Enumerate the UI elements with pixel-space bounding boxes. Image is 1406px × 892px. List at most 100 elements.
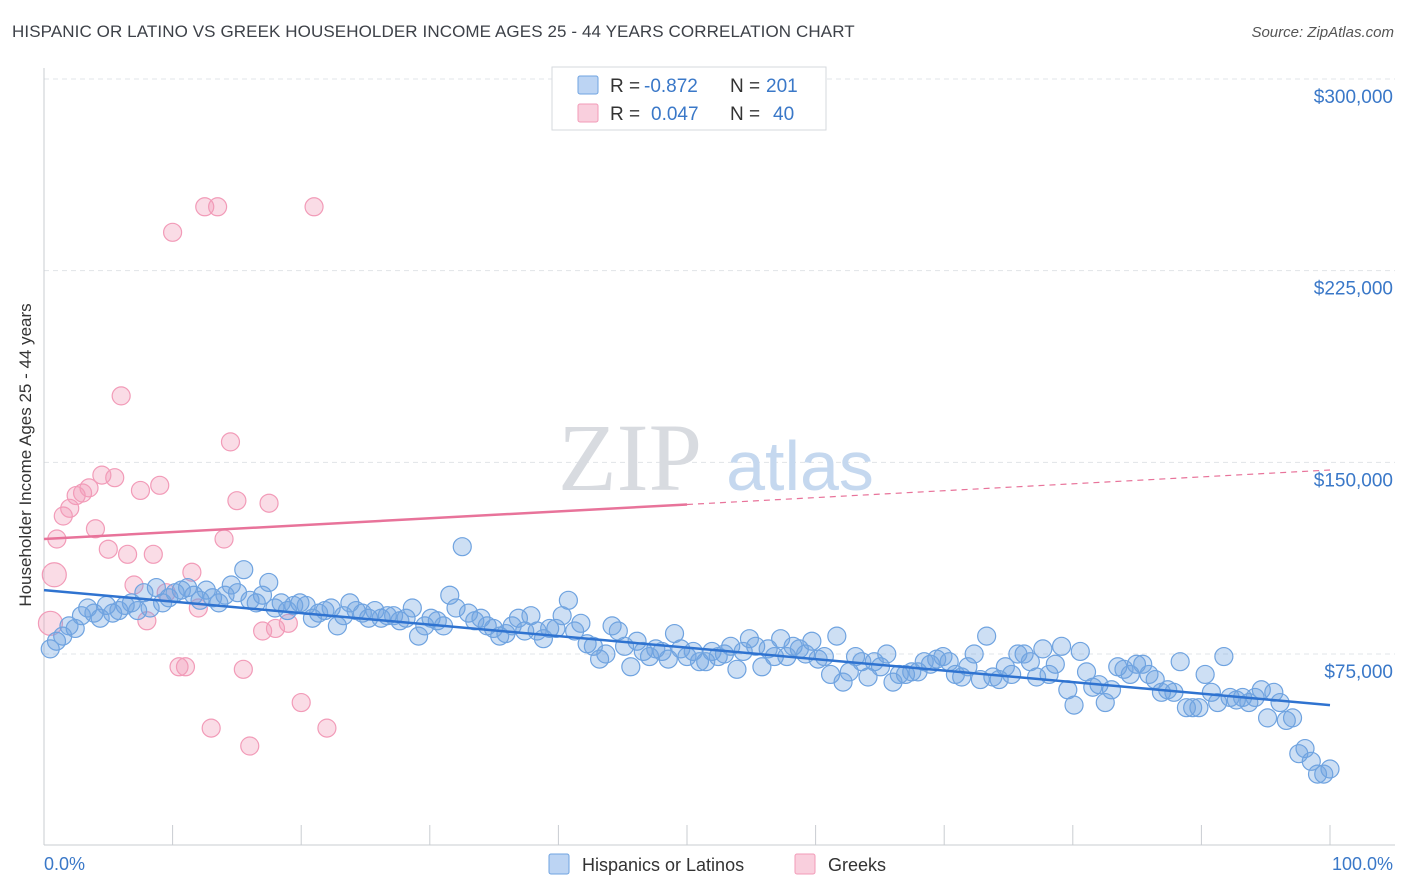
point-greeks [201, 718, 221, 738]
point-hispanics [265, 598, 285, 618]
point-hispanics [1183, 698, 1203, 718]
point-greeks [41, 562, 67, 588]
point-hispanics [602, 616, 622, 636]
point-hispanics [877, 644, 897, 664]
point-hispanics [558, 590, 578, 610]
trend-hispanics [43, 588, 1331, 707]
point-hispanics [1033, 639, 1053, 659]
point-hispanics [1270, 692, 1290, 713]
trend-greeks-solid [43, 503, 688, 541]
point-hispanics [1170, 652, 1190, 672]
stats-r-label-2: R = [610, 104, 640, 125]
stats-r-label-1: R = [610, 76, 640, 97]
point-hispanics [1201, 682, 1221, 702]
point-hispanics [1120, 664, 1140, 685]
point-hispanics [1002, 664, 1022, 685]
point-hispanics [1064, 695, 1084, 715]
point-greeks [53, 506, 73, 526]
point-hispanics [565, 621, 585, 641]
point-hispanics [639, 646, 660, 667]
point-hispanics [496, 623, 516, 644]
point-hispanics [833, 672, 853, 692]
point-hispanics [215, 585, 235, 605]
stats-swatch-greeks [577, 103, 599, 123]
point-hispanics [1208, 692, 1228, 713]
stats-n-value-2: 40 [773, 104, 794, 125]
chart-title: HISPANIC OR LATINO VS GREEK HOUSEHOLDER … [12, 22, 855, 41]
point-hispanics [452, 537, 472, 557]
point-hispanics [802, 631, 822, 651]
point-hispanics [540, 618, 560, 639]
watermark-atlas: atlas [726, 427, 874, 505]
point-hispanics [1195, 664, 1215, 685]
point-hispanics [402, 598, 422, 618]
point-greeks [208, 197, 228, 217]
point-greeks [240, 736, 260, 756]
point-hispanics [1070, 641, 1090, 662]
point-hispanics [571, 613, 591, 633]
point-hispanics [1133, 654, 1153, 674]
points-hispanics [40, 537, 1340, 784]
point-hispanics [46, 631, 67, 651]
point-hispanics [471, 608, 491, 628]
point-hispanics [234, 560, 254, 580]
point-hispanics [590, 649, 610, 669]
point-hispanics [814, 646, 834, 667]
point-hispanics [1282, 708, 1303, 728]
point-greeks [304, 197, 324, 217]
points-greeks [37, 197, 337, 756]
point-hispanics [1214, 646, 1234, 667]
axes [43, 68, 1395, 846]
point-greeks [317, 718, 337, 738]
point-hispanics [752, 657, 772, 677]
stats-swatch-hispanics [577, 75, 599, 95]
legend-swatch-greeks [794, 853, 816, 875]
point-greeks [105, 468, 125, 488]
y-tick-label: $150,000 [1314, 470, 1393, 491]
stats-n-label-1: N = [730, 76, 760, 97]
point-hispanics [977, 626, 997, 646]
point-greeks [214, 529, 234, 549]
point-hispanics [1114, 659, 1134, 679]
point-greeks [85, 519, 106, 539]
point-hispanics [1126, 654, 1147, 674]
point-hispanics [596, 644, 616, 664]
point-hispanics [727, 659, 747, 679]
point-hispanics [658, 649, 678, 669]
point-hispanics [71, 606, 92, 626]
point-hispanics [202, 588, 223, 608]
point-hispanics [1307, 764, 1328, 784]
point-hispanics [1257, 708, 1278, 728]
point-hispanics [1101, 680, 1122, 700]
legend-swatch-hispanics [548, 853, 570, 875]
point-hispanics [827, 626, 847, 646]
point-hispanics [446, 598, 466, 618]
point-hispanics [689, 652, 710, 672]
point-greeks [98, 539, 118, 559]
point-hispanics [1139, 664, 1159, 685]
x-tick-label-max: 100.0% [1332, 854, 1393, 874]
point-hispanics [408, 626, 429, 646]
point-hispanics [40, 639, 60, 659]
x-tick-label-min: 0.0% [44, 854, 85, 874]
point-greeks [291, 692, 311, 713]
point-hispanics [621, 657, 641, 677]
y-tick-label: $300,000 [1314, 87, 1393, 108]
point-hispanics [128, 600, 148, 621]
point-hispanics [153, 593, 173, 613]
source-label: Source: ZipAtlas.com [1251, 24, 1394, 41]
point-greeks [175, 657, 196, 677]
stats-legend: R = -0.872 N = 201 R = 0.047 N = 40 [551, 66, 827, 131]
point-greeks [265, 618, 286, 639]
point-hispanics [964, 644, 984, 664]
point-greeks [169, 657, 189, 677]
stats-n-value-1: 201 [766, 76, 798, 97]
point-hispanics [340, 593, 360, 613]
stats-n-label-2: N = [730, 104, 760, 125]
point-greeks [182, 562, 202, 582]
point-hispanics [1051, 636, 1072, 656]
point-hispanics [196, 580, 216, 600]
point-hispanics [458, 603, 479, 623]
point-hispanics [177, 577, 198, 598]
point-greeks [233, 659, 253, 679]
